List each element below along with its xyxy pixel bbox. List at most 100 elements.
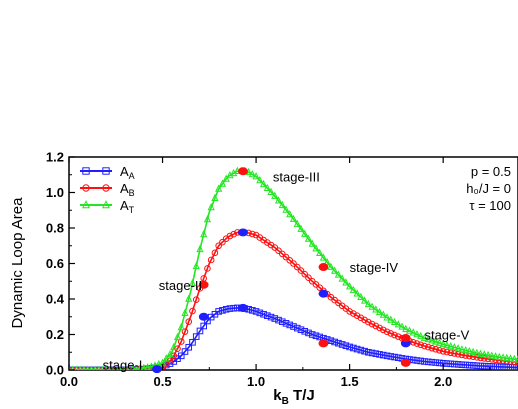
stage-point	[198, 280, 209, 289]
data-point-A_T	[420, 333, 429, 341]
data-point-A_T	[252, 172, 260, 180]
data-point-A_T	[439, 339, 447, 348]
stage-point	[238, 303, 248, 312]
data-point-A_A	[327, 337, 335, 345]
data-point-A_T	[122, 365, 128, 370]
data-point-A_T	[308, 239, 316, 247]
data-point-A_A	[376, 351, 383, 358]
data-point-A_B	[170, 352, 178, 360]
data-point-A_B	[376, 324, 383, 332]
data-point-A_T	[357, 292, 365, 301]
data-point-A_A	[196, 327, 204, 335]
data-point-A_T	[166, 349, 174, 358]
data-point-A_T	[177, 322, 185, 331]
data-point-A_T	[100, 365, 105, 370]
legend-marker-A_A	[82, 167, 90, 175]
data-point-A_B	[219, 238, 226, 246]
series-line-A_T	[69, 170, 518, 370]
data-point-A_T	[222, 174, 230, 182]
data-point-A_B	[230, 230, 237, 238]
data-point-A_T	[188, 278, 197, 287]
data-point-A_B	[432, 345, 439, 353]
legend-label-A_B: AB	[120, 181, 135, 198]
data-point-A_B	[346, 308, 353, 315]
data-point-A_T	[126, 365, 132, 370]
data-point-A_T	[85, 365, 90, 370]
data-point-A_B	[185, 318, 193, 326]
data-point-A_A	[286, 321, 294, 329]
data-point-A_B	[391, 331, 398, 339]
data-point-A_A	[200, 322, 207, 330]
data-point-A_B	[189, 307, 196, 315]
stage-point	[238, 228, 248, 237]
data-point-A_B	[383, 328, 391, 336]
x-tick-label: 1.5	[341, 374, 359, 389]
stage-annotations: stage-I stage-II stage-III stage-IV stage-V	[103, 170, 470, 373]
data-point-A_T	[267, 187, 275, 195]
data-point-A_T	[256, 176, 264, 184]
data-point-A_T	[211, 193, 219, 201]
data-point-A_A	[335, 339, 342, 347]
legend-marker-A_T	[101, 200, 111, 209]
data-point-A_B	[368, 320, 376, 328]
data-point-A_A	[312, 332, 320, 340]
data-point-A_T	[469, 347, 477, 356]
data-point-A_A	[368, 349, 376, 357]
data-point-A_B	[394, 333, 402, 340]
data-point-A_A	[189, 339, 196, 346]
data-point-A_T	[81, 365, 87, 370]
data-point-A_B	[297, 267, 305, 274]
data-point-A_A	[290, 323, 297, 330]
data-point-A_A	[222, 305, 230, 313]
data-point-A_B	[350, 310, 357, 317]
data-point-A_A	[316, 333, 323, 341]
stage-label: stage-V	[424, 328, 469, 343]
data-point-A_B	[357, 314, 365, 322]
data-point-A_B	[451, 350, 458, 357]
data-point-A_A	[454, 361, 462, 368]
data-point-A_A	[219, 307, 226, 314]
data-point-A_A	[264, 312, 271, 319]
stage-label: stage-II	[159, 278, 202, 293]
y-axis-title: Dynamic Loop Area	[9, 197, 26, 329]
data-point-A_B	[387, 330, 395, 337]
data-point-A_A	[413, 357, 421, 364]
stage-point	[238, 167, 248, 176]
data-point-A_T	[334, 270, 343, 278]
data-point-A_A	[282, 320, 290, 327]
y-tick-label: 0.4	[46, 292, 65, 307]
data-point-A_T	[297, 224, 305, 232]
data-point-A_T	[173, 332, 182, 341]
data-point-A_A	[350, 344, 357, 352]
stage-point	[152, 365, 162, 374]
data-point-A_T	[398, 322, 406, 330]
data-point-A_T	[259, 179, 268, 188]
data-point-A_A	[481, 362, 488, 370]
data-point-A_T	[170, 342, 178, 351]
data-point-A_T	[144, 363, 152, 370]
stage-point	[318, 339, 329, 348]
data-point-A_A	[252, 308, 260, 315]
data-point-A_A	[357, 346, 365, 354]
data-point-A_A	[387, 353, 395, 360]
data-point-A_B	[308, 277, 316, 285]
data-point-A_T	[218, 179, 227, 187]
data-point-A_B	[177, 338, 185, 345]
data-point-A_A	[271, 315, 279, 322]
data-point-A_A	[230, 304, 237, 312]
stage-point	[400, 358, 411, 367]
y-tick-label: 0.6	[46, 256, 64, 271]
data-point-A_B	[278, 250, 286, 258]
data-point-A_A	[409, 356, 417, 364]
data-point-A_A	[462, 361, 469, 369]
x-tick-label: 1.0	[247, 374, 265, 389]
data-point-A_T	[379, 310, 387, 318]
data-point-A_T	[346, 282, 354, 290]
data-point-A_B	[353, 312, 361, 319]
data-point-A_T	[372, 305, 380, 313]
data-point-A_A	[499, 363, 507, 370]
x-axis-title: kB T/J	[273, 387, 314, 407]
legend-marker-A_B	[102, 184, 110, 192]
data-point-A_A	[249, 307, 256, 314]
